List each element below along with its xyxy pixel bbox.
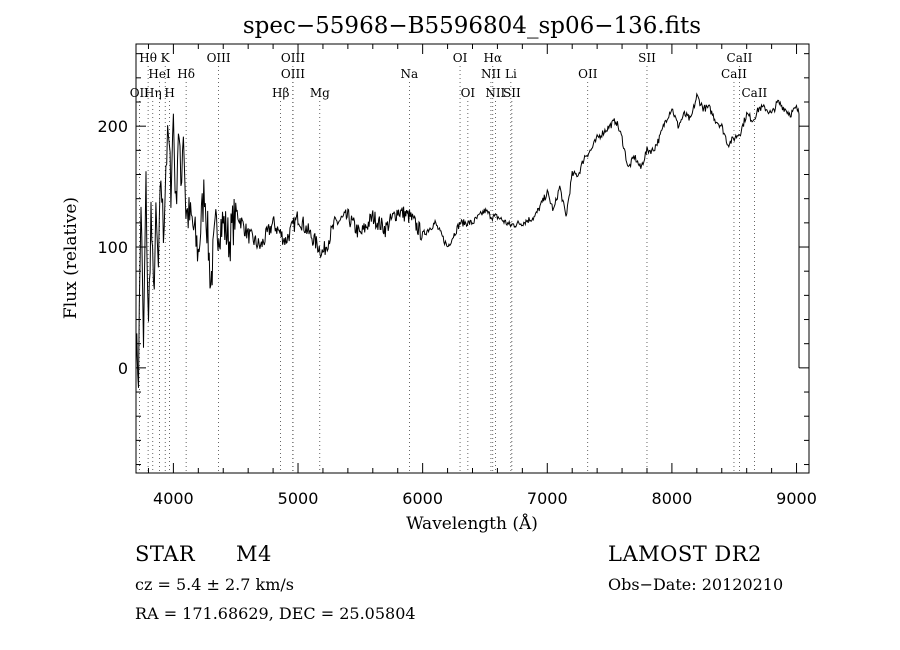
x-tick-label: 6000 [402, 489, 443, 508]
line-label: NII [481, 67, 501, 81]
line-markers [139, 66, 755, 473]
x-axis-label: Wavelength (Å) [406, 513, 538, 534]
survey-name: LAMOST DR2 [608, 542, 762, 566]
y-tick-label: 100 [97, 238, 128, 257]
line-label: HeI [148, 67, 171, 81]
line-label: Mg [310, 86, 330, 100]
line-label: Li [505, 67, 517, 81]
line-label: CaII [741, 86, 767, 100]
redshift-velocity: cz = 5.4 ± 2.7 km/s [135, 575, 294, 594]
line-label: SII [638, 51, 656, 65]
line-label: NII [485, 86, 505, 100]
x-tick-label: 5000 [278, 489, 319, 508]
object-class: STAR [135, 542, 196, 566]
line-label: OIII [281, 67, 305, 81]
line-label: OII [130, 86, 150, 100]
line-label: Hθ [139, 51, 157, 65]
y-tick-label: 200 [97, 117, 128, 136]
line-label: Hη [144, 86, 162, 100]
line-label: OIII [207, 51, 231, 65]
line-label: Hβ [272, 86, 289, 100]
line-label: Na [400, 67, 418, 81]
coordinates: RA = 171.68629, DEC = 25.05804 [135, 604, 416, 623]
x-tick-label: 8000 [652, 489, 693, 508]
line-label: CaII [727, 51, 753, 65]
line-label: K [161, 51, 171, 65]
object-subclass: M4 [236, 542, 272, 566]
y-axis-label: Flux (relative) [61, 197, 81, 319]
line-label: OIII [281, 51, 305, 65]
line-label: OI [453, 51, 468, 65]
y-tick-label: 0 [118, 359, 128, 378]
plot-frame [135, 43, 810, 474]
line-label: Hα [484, 51, 503, 65]
observation-date: Obs−Date: 20120210 [608, 575, 784, 594]
line-label: CaII [721, 67, 747, 81]
x-axis: 4000 5000 6000 7000 8000 9000 [147, 44, 817, 508]
x-tick-label: 4000 [153, 489, 194, 508]
line-label: Hδ [177, 67, 195, 81]
x-tick-label: 9000 [776, 489, 817, 508]
spectrum-series-line [135, 92, 800, 388]
line-label: OI [461, 86, 476, 100]
x-tick-label: 7000 [527, 489, 568, 508]
y-axis: 0 100 200 [97, 53, 809, 466]
line-label: H [164, 86, 174, 100]
chart-title: spec−55968−B5596804_sp06−136.fits [243, 13, 701, 39]
line-label: OII [578, 67, 598, 81]
line-label: SII [503, 86, 521, 100]
